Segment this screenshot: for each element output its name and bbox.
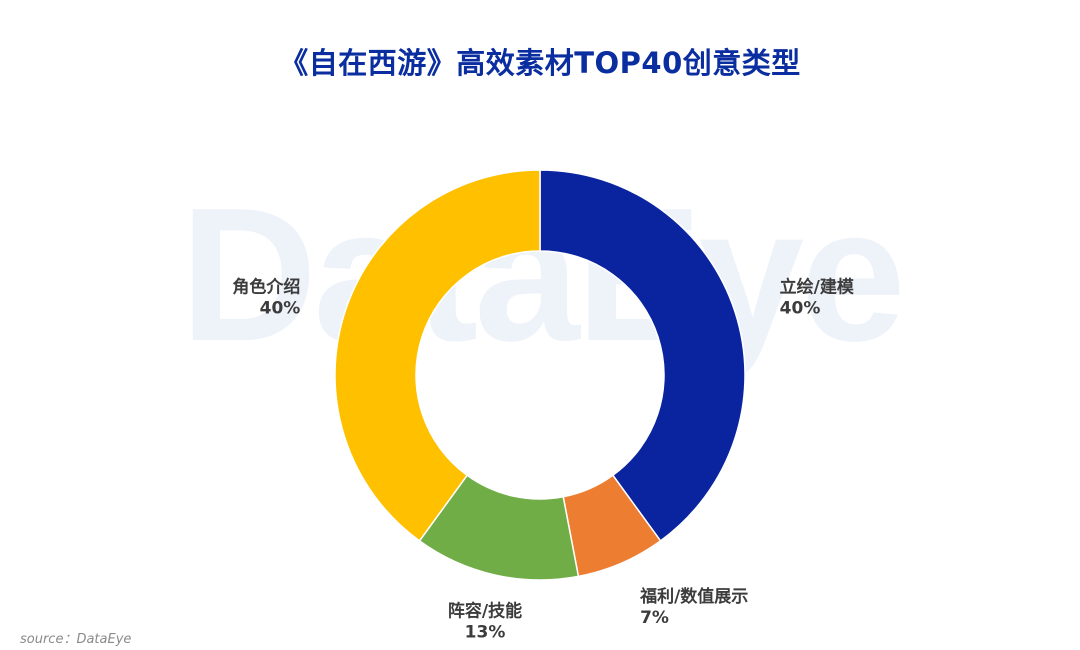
donut-slice-3 — [334, 169, 541, 542]
slice-label-3: 角色介绍 — [232, 277, 300, 298]
slice-value-3: 40% — [260, 299, 301, 319]
slice-value-0: 40% — [780, 299, 821, 319]
donut-slices — [334, 169, 746, 581]
slice-value-1: 7% — [640, 608, 669, 628]
donut-slice-0 — [539, 169, 746, 542]
slice-value-2: 13% — [465, 622, 506, 642]
slice-label-0: 立绘/建模 — [780, 277, 855, 298]
slice-label-1: 福利/数值展示 — [639, 586, 748, 607]
chart-title: 《自在西游》高效素材TOP40创意类型 — [279, 46, 801, 80]
source-note: source：DataEye — [20, 632, 132, 647]
slice-label-2: 阵容/技能 — [448, 600, 522, 621]
